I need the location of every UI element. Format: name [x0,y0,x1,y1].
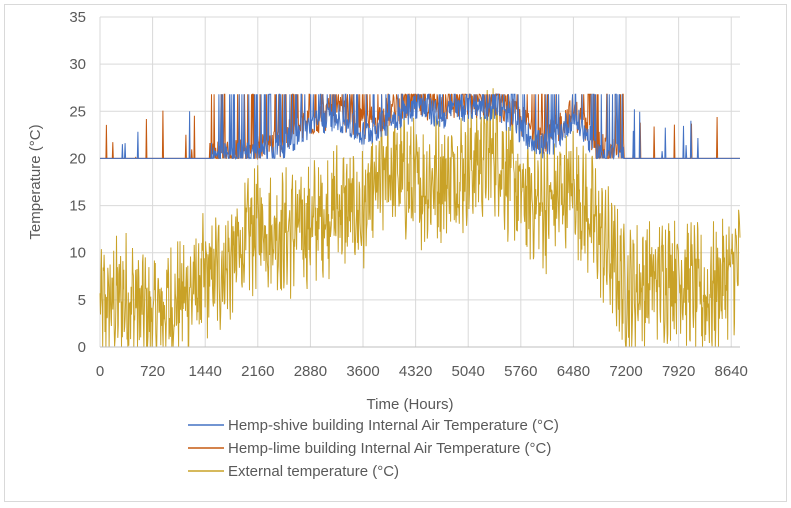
x-tick-label: 8640 [715,363,748,380]
x-axis-ticks: 0 720 1440 2160 2880 3600 4320 5040 5760 6480 7200… [96,363,748,380]
series-line-external [99,88,741,348]
legend-label-external: External temperature (°C) [228,463,399,480]
x-tick-label: 6480 [557,363,590,380]
y-tick-label: 15 [69,198,86,215]
x-axis-title: Time (Hours) [367,396,454,413]
x-tick-label: 720 [140,363,165,380]
y-tick-label: 10 [69,245,86,262]
x-tick-label: 0 [96,363,104,380]
y-tick-label: 20 [69,150,86,167]
x-tick-label: 1440 [189,363,222,380]
x-tick-label: 5040 [452,363,485,380]
x-tick-label: 4320 [399,363,432,380]
x-tick-label: 7200 [609,363,642,380]
y-tick-label: 0 [78,339,86,356]
series-external-temperature [99,88,741,348]
series-hemp-shive [100,93,740,161]
y-axis-ticks: 0 5 10 15 20 25 30 35 [69,9,86,356]
y-tick-label: 5 [78,292,86,309]
y-tick-label: 30 [69,56,86,73]
x-tick-label: 2880 [294,363,327,380]
y-tick-label: 25 [69,103,86,120]
legend: Hemp-shive building Internal Air Tempera… [188,417,559,480]
x-tick-label: 2160 [241,363,274,380]
y-axis-title: Temperature (°C) [27,124,44,239]
series-line-hemp-shive [100,93,740,161]
x-tick-label: 7920 [662,363,695,380]
x-tick-label: 3600 [346,363,379,380]
legend-label-hemp-shive: Hemp-shive building Internal Air Tempera… [228,417,559,434]
x-tick-label: 5760 [504,363,537,380]
y-tick-label: 35 [69,9,86,26]
legend-label-hemp-lime: Hemp-lime building Internal Air Temperat… [228,440,551,457]
